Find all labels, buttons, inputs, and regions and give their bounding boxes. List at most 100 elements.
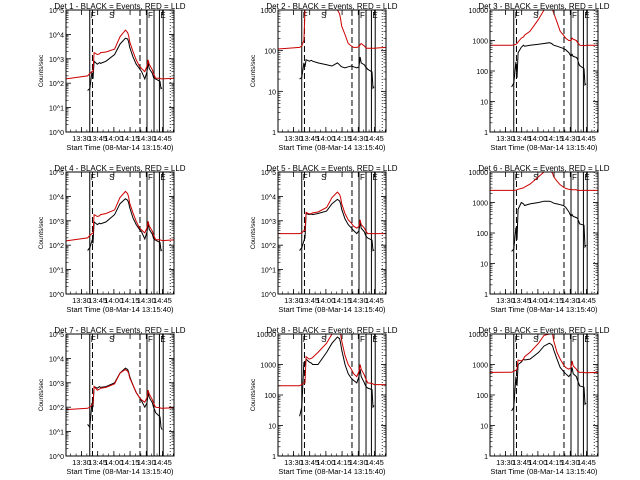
series-events bbox=[511, 42, 587, 88]
marker-label: S bbox=[321, 11, 326, 20]
marker-label: S bbox=[321, 335, 326, 344]
plot-frame bbox=[489, 333, 599, 457]
y-tick-label: 1000 bbox=[260, 363, 276, 370]
x-tick-label: 13:45 bbox=[300, 458, 319, 467]
x-tick-label: 13:30 bbox=[496, 458, 515, 467]
y-tick-label: 1000 bbox=[472, 39, 488, 46]
y-tick-label: 10 bbox=[480, 262, 488, 269]
x-tick-label: 14:15 bbox=[545, 458, 564, 467]
x-tick-label: 14:15 bbox=[333, 134, 352, 143]
x-tick-label: 14:30 bbox=[137, 458, 156, 467]
panel-title: Det 6 - BLACK = Events, RED = LLD bbox=[478, 164, 609, 173]
x-tick-label: 14:15 bbox=[121, 458, 140, 467]
panel-title: Det 3 - BLACK = Events, RED = LLD bbox=[478, 2, 609, 11]
x-axis-label: Start Time (08-Mar-14 13:15:40) bbox=[278, 467, 386, 476]
y-tick-label: 10 bbox=[480, 100, 488, 107]
series-events bbox=[511, 342, 587, 412]
y-tick-label: 1000 bbox=[472, 201, 488, 208]
x-tick-label: 13:45 bbox=[512, 458, 531, 467]
y-tick-label: 100 bbox=[264, 49, 276, 56]
series-events bbox=[511, 200, 587, 252]
x-axis-label: Start Time (08-Mar-14 13:15:40) bbox=[490, 305, 598, 314]
x-tick-label: 13:45 bbox=[300, 134, 319, 143]
marker-label: S bbox=[533, 11, 538, 20]
series-lld bbox=[278, 191, 386, 235]
y-axis-label: Counts/sec bbox=[38, 54, 45, 87]
marker-label: S bbox=[533, 173, 538, 182]
x-axis-label: Start Time (08-Mar-14 13:15:40) bbox=[278, 305, 386, 314]
y-tick-label: 10^2 bbox=[261, 243, 276, 250]
x-tick-label: 13:30 bbox=[284, 134, 303, 143]
series-lld bbox=[278, 10, 386, 50]
y-tick-label: 1 bbox=[272, 130, 276, 137]
x-tick-label: 13:45 bbox=[88, 134, 107, 143]
x-axis-label: Start Time (08-Mar-14 13:15:40) bbox=[490, 467, 598, 476]
marker-label: F bbox=[303, 335, 308, 344]
marker-label: F bbox=[360, 173, 365, 182]
series-lld bbox=[490, 334, 598, 374]
x-axis-label: Start Time (08-Mar-14 13:15:40) bbox=[66, 143, 174, 152]
plot-frame bbox=[65, 171, 175, 295]
marker-label: F bbox=[360, 335, 365, 344]
marker-label: E bbox=[160, 335, 165, 344]
x-tick-label: 14:15 bbox=[121, 134, 140, 143]
panel-title: Det 2 - BLACK = Events, RED = LLD bbox=[266, 2, 397, 11]
marker-label: E bbox=[584, 335, 589, 344]
series-events bbox=[299, 336, 375, 417]
y-tick-label: 10^4 bbox=[261, 194, 276, 201]
x-tick-label: 14:45 bbox=[577, 458, 596, 467]
marker-label: F bbox=[515, 11, 520, 20]
marker-label: E bbox=[372, 335, 377, 344]
y-tick-label: 10^5 bbox=[49, 8, 64, 15]
y-tick-label: 10^1 bbox=[49, 430, 64, 437]
x-tick-label: 13:45 bbox=[300, 296, 319, 305]
y-axis-label: Counts/sec bbox=[250, 216, 257, 249]
y-tick-label: 10^1 bbox=[49, 268, 64, 275]
y-tick-label: 100 bbox=[476, 69, 488, 76]
x-tick-label: 13:45 bbox=[88, 296, 107, 305]
y-tick-label: 10^5 bbox=[261, 170, 276, 177]
y-tick-label: 10^3 bbox=[261, 219, 276, 226]
marker-label: F bbox=[515, 173, 520, 182]
y-tick-label: 10000 bbox=[469, 332, 489, 339]
y-tick-label: 1 bbox=[272, 454, 276, 461]
x-tick-label: 14:15 bbox=[333, 296, 352, 305]
x-tick-label: 13:30 bbox=[72, 458, 91, 467]
y-tick-label: 10^3 bbox=[49, 219, 64, 226]
y-axis-label: Counts/sec bbox=[250, 54, 257, 87]
x-tick-label: 14:00 bbox=[316, 296, 335, 305]
x-tick-label: 14:30 bbox=[561, 296, 580, 305]
x-tick-label: 14:15 bbox=[545, 134, 564, 143]
x-tick-label: 13:30 bbox=[72, 296, 91, 305]
x-axis-label: Start Time (08-Mar-14 13:15:40) bbox=[490, 143, 598, 152]
y-tick-label: 10^5 bbox=[49, 332, 64, 339]
x-tick-label: 14:00 bbox=[104, 458, 123, 467]
x-tick-label: 14:00 bbox=[316, 134, 335, 143]
x-tick-label: 14:30 bbox=[137, 296, 156, 305]
x-tick-label: 14:00 bbox=[316, 458, 335, 467]
marker-label: F bbox=[515, 335, 520, 344]
series-events bbox=[299, 56, 375, 90]
x-tick-label: 13:30 bbox=[496, 134, 515, 143]
marker-label: E bbox=[584, 173, 589, 182]
x-tick-label: 13:30 bbox=[72, 134, 91, 143]
x-tick-label: 13:30 bbox=[284, 458, 303, 467]
marker-label: E bbox=[372, 173, 377, 182]
x-tick-label: 14:15 bbox=[545, 296, 564, 305]
series-events bbox=[299, 198, 375, 252]
x-tick-label: 14:30 bbox=[349, 296, 368, 305]
x-tick-label: 14:45 bbox=[577, 134, 596, 143]
y-tick-label: 10^0 bbox=[49, 130, 64, 137]
marker-label: F bbox=[303, 173, 308, 182]
marker-label: F bbox=[148, 11, 153, 20]
series-lld bbox=[66, 190, 174, 242]
y-axis-label: Counts/sec bbox=[38, 216, 45, 249]
series-lld bbox=[278, 334, 386, 387]
x-axis-label: Start Time (08-Mar-14 13:15:40) bbox=[66, 467, 174, 476]
y-tick-label: 10000 bbox=[257, 332, 277, 339]
y-tick-label: 10^0 bbox=[49, 292, 64, 299]
